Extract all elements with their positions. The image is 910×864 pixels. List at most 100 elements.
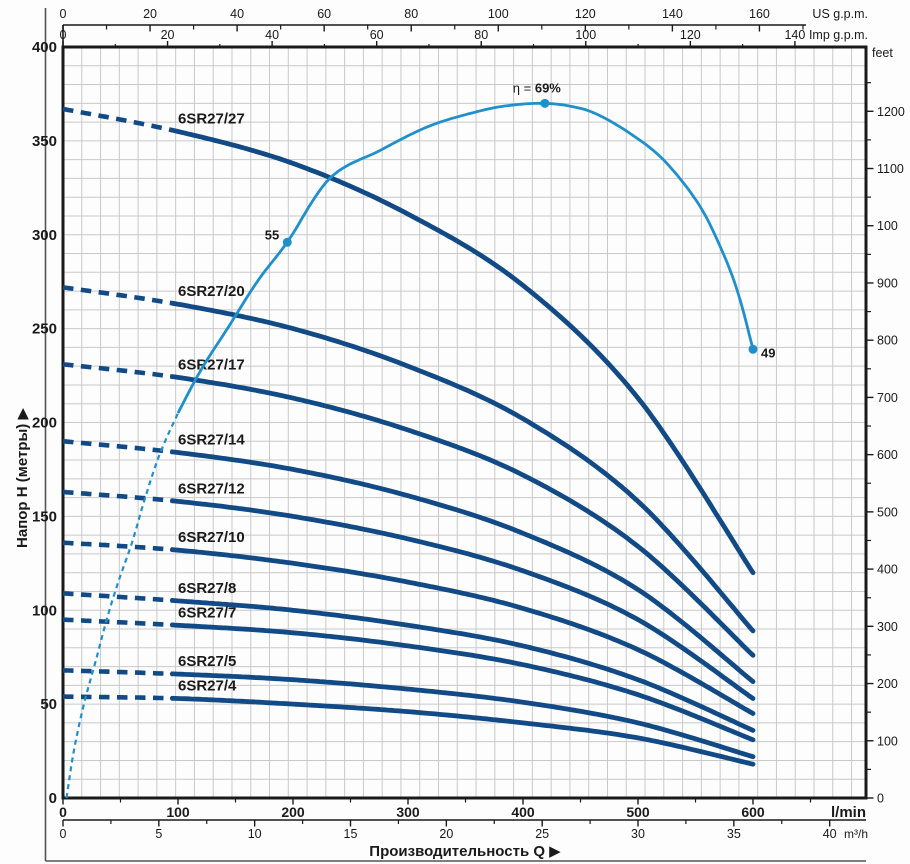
efficiency-marker-dot [540,98,550,108]
pump-curve-6SR27/14 [169,449,756,684]
pump-curve-dashed-6SR27/4 [63,694,173,701]
feet-tick-label: 400 [877,563,898,577]
imp-tick-label: 100 [575,28,596,42]
metres-tick-label: 400 [32,39,57,56]
curve-label-6SR27/4: 6SR27/4 [178,677,237,694]
us-tick-label: 0 [60,7,67,21]
efficiency-marker-label: 49 [761,345,775,360]
pump-curve-dashed-6SR27/17 [62,362,173,379]
pump-curve-6SR27/17 [169,374,756,658]
us-tick-label: 160 [749,7,770,21]
efficiency-marker-label: 55 [265,227,279,242]
efficiency-marker-dot [282,237,292,247]
us-tick-label: 100 [488,7,509,21]
feet-tick-label: 300 [877,620,898,634]
imp-tick-label: 20 [161,28,175,42]
bottom-axis-lmin: 0 100 200 300 400 500 600 l/min [59,798,866,821]
top-axis-us: 0 20 40 60 80 100 120 140 160 US g.p.m. [60,7,868,47]
pump-curve-dashed-6SR27/10 [62,540,173,552]
efficiency-curve-solid [176,101,755,414]
left-axis-metres: 400 350 300 250 200 150 100 50 0 Напор H (метры) … [14,39,57,807]
pump-curve-6SR27/20 [169,300,756,634]
efficiency-curve [65,101,755,799]
curve-label-6SR27/8: 6SR27/8 [178,580,236,597]
curve-label-6SR27/17: 6SR27/17 [178,356,245,373]
m3h-unit-label: m³/h [844,827,868,841]
us-tick-label: 20 [143,7,157,21]
lmin-tick-label: 100 [166,804,190,820]
us-tick-label: 80 [404,7,418,21]
imp-tick-label: 140 [784,28,805,42]
m3h-tick-label: 40 [823,827,837,841]
imp-unit-label: Imp g.p.m. [809,28,868,42]
pump-curve-6SR27/7 [169,622,756,743]
feet-tick-label: 700 [877,391,898,405]
bottom-axis-m3h: 0 5 10 15 20 25 30 35 40 m³/h [60,819,868,841]
efficiency-curve-dashed [65,412,180,799]
m3h-tick-label: 5 [155,827,162,841]
metres-tick-label: 0 [49,790,57,807]
lmin-tick-label: 600 [741,804,765,820]
imp-tick-label: 60 [370,28,384,42]
lmin-tick-label: 0 [59,804,67,820]
pump-curve-dashed-6SR27/7 [62,617,173,628]
m3h-tick-label: 25 [535,827,549,841]
curve-label-6SR27/5: 6SR27/5 [178,653,236,670]
page-frame [44,8,866,862]
feet-tick-label: 1200 [877,105,905,119]
feet-unit-label: feet [872,46,893,60]
metres-tick-label: 250 [32,321,57,338]
feet-tick-label: 100 [877,219,898,233]
curve-label-6SR27/20: 6SR27/20 [178,283,245,300]
m3h-tick-label: 10 [248,827,262,841]
us-unit-label: US g.p.m. [812,7,868,21]
right-axis-feet: 1200 1100 100 900 800 700 600 500 400 300 200 100 0 f… [866,46,905,806]
us-tick-label: 140 [662,7,683,21]
efficiency-peak-label: η = 69% [513,80,562,95]
m3h-tick-label: 35 [727,827,741,841]
feet-tick-label: 900 [877,276,898,290]
metres-tick-label: 350 [32,133,57,150]
pump-curve-dashed-6SR27/5 [62,668,173,677]
pump-curves [62,106,756,767]
feet-tick-label: 1100 [877,162,904,176]
pump-curve-6SR27/4 [169,695,756,767]
feet-tick-label: 600 [877,448,898,462]
metres-tick-label: 300 [32,227,57,244]
us-tick-label: 60 [317,7,331,21]
m3h-tick-label: 15 [344,827,358,841]
plot-border [61,45,868,800]
feet-tick-label: 100 [877,734,898,748]
pump-curve-dashed-6SR27/20 [62,285,173,306]
pump-curve-dashed-6SR27/14 [62,439,173,455]
feet-tick-label: 500 [877,505,898,519]
pump-curve-6SR27/5 [169,671,756,760]
us-tick-label: 120 [575,7,596,21]
lmin-tick-label: 300 [396,804,420,820]
imp-tick-label: 40 [265,28,279,42]
curve-label-6SR27/12: 6SR27/12 [178,480,245,497]
pump-curve-dashed-6SR27/27 [62,106,173,133]
pump-curve-dashed-6SR27/12 [62,489,173,504]
top-axis-imp: 0 20 40 60 80 100 120 140 Imp g.p.m. [60,28,868,47]
curve-label-6SR27/10: 6SR27/10 [178,529,245,546]
feet-tick-label: 0 [877,792,884,806]
lmin-unit-label: l/min [831,804,866,821]
feet-tick-label: 800 [877,334,898,348]
metres-tick-label: 150 [32,508,57,525]
feet-tick-label: 200 [877,677,898,691]
efficiency-marker-dot [748,344,758,354]
imp-tick-label: 0 [60,28,67,42]
x-axis-title: Производительность Q ▶ [369,843,561,860]
lmin-tick-label: 500 [626,804,650,820]
pump-curve-6SR27/10 [169,547,756,716]
metres-tick-label: 200 [32,415,57,432]
m3h-tick-label: 0 [60,827,67,841]
imp-tick-label: 80 [474,28,488,42]
pump-curve-6SR27/8 [169,598,756,733]
us-tick-label: 40 [230,7,244,21]
imp-tick-label: 120 [680,28,701,42]
curve-label-6SR27/7: 6SR27/7 [178,604,236,621]
